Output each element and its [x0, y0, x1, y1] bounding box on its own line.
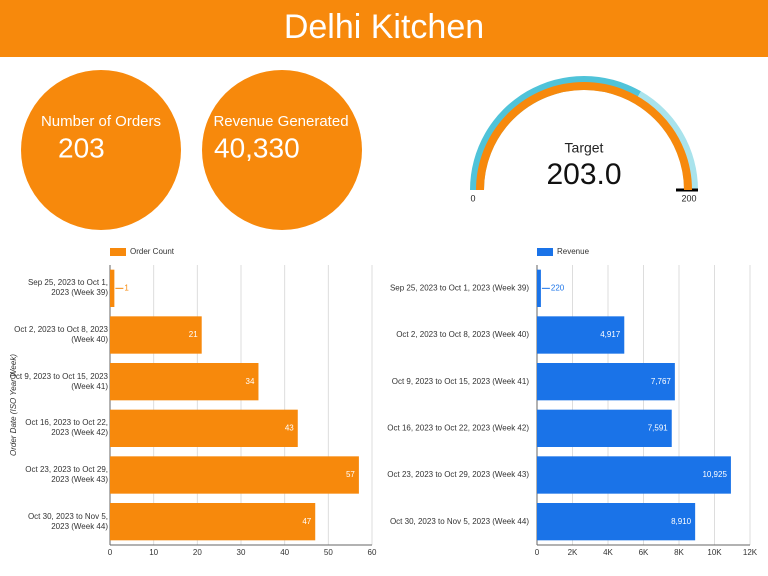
- y-tick-label: Oct 16, 2023 to Oct 22, 2023 (Week 42): [387, 423, 529, 432]
- gauge-min: 0: [470, 193, 475, 203]
- x-tick-label: 60: [368, 548, 377, 557]
- x-tick-label: 10: [149, 548, 158, 557]
- y-tick-label: Oct 30, 2023 to Nov 5, 2023 (Week 44): [27, 511, 108, 531]
- x-tick-label: 40: [280, 548, 289, 557]
- x-tick-label: 0: [108, 548, 113, 557]
- y-tick-label: Oct 16, 2023 to Oct 22, 2023 (Week 42): [25, 418, 108, 438]
- bar: [537, 503, 696, 541]
- gauge-max: 200: [681, 193, 696, 203]
- bar: [537, 363, 675, 401]
- value-label: 4,917: [600, 330, 621, 339]
- x-tick-label: 30: [237, 548, 246, 557]
- y-tick-label: Oct 9, 2023 to Oct 15, 2023 (Week 41): [392, 377, 530, 386]
- y-tick-label: Oct 30, 2023 to Nov 5, 2023 (Week 44): [390, 517, 529, 526]
- y-tick-label: Oct 9, 2023 to Oct 15, 2023 (Week 41): [9, 371, 108, 391]
- y-tick-label-box: Oct 9, 2023 to Oct 15, 2023 (Week 41): [9, 371, 108, 391]
- legend-swatch: [537, 248, 553, 256]
- x-tick-label: 12K: [743, 548, 758, 557]
- scorecard-bg: [21, 70, 181, 230]
- scorecard-value: 203: [58, 132, 105, 163]
- gauge-label: Target: [565, 140, 604, 156]
- y-tick-label: Oct 23, 2023 to Oct 29, 2023 (Week 43): [25, 465, 108, 484]
- value-label: 21: [189, 330, 198, 339]
- value-label: 220: [551, 283, 565, 292]
- scorecard-label: Number of Orders: [41, 113, 161, 130]
- bar: [110, 269, 115, 307]
- value-label: 10,925: [702, 470, 727, 479]
- x-tick-label: 6K: [639, 548, 649, 557]
- x-tick-label: 8K: [674, 548, 684, 557]
- y-tick-label-box: Oct 23, 2023 to Oct 29, 2023 (Week 43): [25, 465, 108, 484]
- gauge-value: 203.0: [546, 158, 621, 191]
- value-label: 7,591: [648, 423, 669, 432]
- x-tick-label: 50: [324, 548, 333, 557]
- scorecard-label: Revenue Generated: [213, 113, 348, 130]
- value-label: 8,910: [671, 517, 692, 526]
- x-tick-label: 20: [193, 548, 202, 557]
- y-tick-label-box: Oct 16, 2023 to Oct 22, 2023 (Week 42): [25, 418, 108, 438]
- value-label: 47: [302, 517, 311, 526]
- x-tick-label: 10K: [707, 548, 722, 557]
- y-tick-label: Oct 23, 2023 to Oct 29, 2023 (Week 43): [387, 470, 529, 479]
- y-tick-label: Oct 2, 2023 to Oct 8, 2023 (Week 40): [396, 330, 529, 339]
- bar: [110, 316, 202, 354]
- header-bar: [0, 0, 768, 57]
- value-label: 43: [285, 423, 294, 432]
- bar: [110, 409, 298, 447]
- scorecard-bg: [202, 70, 362, 230]
- bar: [110, 456, 359, 494]
- value-label: 1: [124, 283, 129, 292]
- gauge-band: [470, 76, 641, 190]
- bar: [537, 456, 731, 494]
- value-label: 57: [346, 470, 355, 479]
- legend-label: Revenue: [557, 247, 590, 256]
- y-axis-title: Order Date (ISO Year Week): [9, 354, 18, 456]
- y-tick-label: Oct 2, 2023 to Oct 8, 2023 (Week 40): [14, 325, 108, 344]
- x-tick-label: 4K: [603, 548, 613, 557]
- bar: [110, 363, 259, 401]
- scorecard-value: 40,330: [214, 132, 300, 163]
- y-tick-label-box: Sep 25, 2023 to Oct 1, 2023 (Week 39): [27, 278, 108, 298]
- bar: [537, 316, 625, 354]
- legend-label: Order Count: [130, 247, 175, 256]
- bar: [537, 409, 672, 447]
- bar: [110, 503, 316, 541]
- page-title: Delhi Kitchen: [284, 8, 484, 46]
- y-tick-label-box: Oct 30, 2023 to Nov 5, 2023 (Week 44): [27, 511, 108, 531]
- value-label: 34: [246, 377, 255, 386]
- y-tick-label: Sep 25, 2023 to Oct 1, 2023 (Week 39): [27, 278, 108, 298]
- x-tick-label: 2K: [568, 548, 578, 557]
- y-tick-label: Sep 25, 2023 to Oct 1, 2023 (Week 39): [390, 283, 529, 292]
- gauge-arc: [476, 82, 692, 191]
- x-tick-label: 0: [535, 548, 540, 557]
- legend-swatch: [110, 248, 126, 256]
- y-tick-label-box: Oct 2, 2023 to Oct 8, 2023 (Week 40): [14, 325, 108, 344]
- bar: [537, 269, 541, 307]
- value-label: 7,767: [651, 377, 672, 386]
